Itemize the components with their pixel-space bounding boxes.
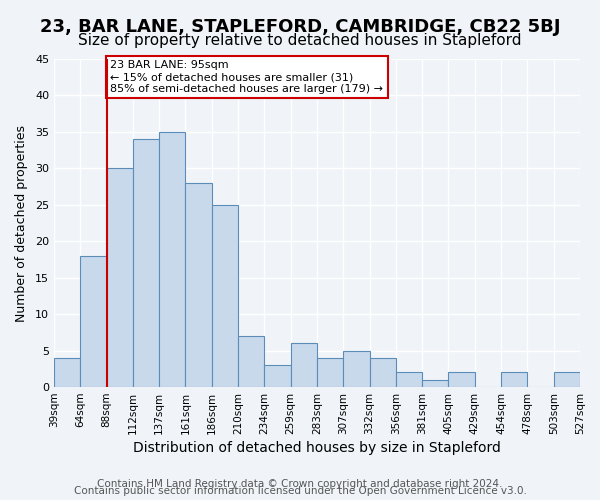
Text: Contains HM Land Registry data © Crown copyright and database right 2024.: Contains HM Land Registry data © Crown c… (97, 479, 503, 489)
Text: Contains public sector information licensed under the Open Government Licence v3: Contains public sector information licen… (74, 486, 526, 496)
Bar (501, 372, 527, 387)
Bar (185, 183, 212, 387)
Bar (159, 132, 185, 387)
Bar (54, 358, 80, 387)
Bar (133, 139, 159, 387)
Bar (107, 168, 133, 387)
Text: 23, BAR LANE, STAPLEFORD, CAMBRIDGE, CB22 5BJ: 23, BAR LANE, STAPLEFORD, CAMBRIDGE, CB2… (40, 18, 560, 36)
Text: Size of property relative to detached houses in Stapleford: Size of property relative to detached ho… (78, 32, 522, 48)
Bar (370, 358, 396, 387)
Bar (448, 372, 475, 387)
Bar (212, 205, 238, 387)
Y-axis label: Number of detached properties: Number of detached properties (15, 124, 28, 322)
Bar (238, 336, 265, 387)
X-axis label: Distribution of detached houses by size in Stapleford: Distribution of detached houses by size … (133, 441, 501, 455)
Bar (554, 372, 580, 387)
Bar (265, 365, 290, 387)
Bar (317, 358, 343, 387)
Bar (290, 344, 317, 387)
Bar (422, 380, 448, 387)
Bar (396, 372, 422, 387)
Text: 23 BAR LANE: 95sqm
← 15% of detached houses are smaller (31)
85% of semi-detache: 23 BAR LANE: 95sqm ← 15% of detached hou… (110, 60, 383, 94)
Bar (80, 256, 107, 387)
Bar (343, 350, 370, 387)
